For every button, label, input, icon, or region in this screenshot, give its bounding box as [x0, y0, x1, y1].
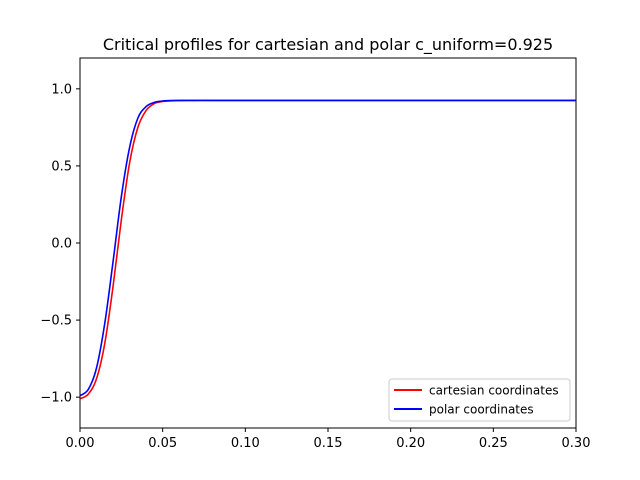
legend-label-polar: polar coordinates [429, 403, 534, 417]
legend-label-cartesian: cartesian coordinates [429, 384, 559, 398]
x-tick-label: 0.05 [148, 436, 177, 451]
x-tick-label: 0.20 [396, 436, 425, 451]
x-tick-label: 0.30 [562, 436, 591, 451]
chart-title: Critical profiles for cartesian and pola… [103, 35, 553, 55]
y-tick-label: −1.0 [40, 391, 72, 406]
x-tick-label: 0.25 [479, 436, 508, 451]
y-tick-label: 0.0 [51, 237, 72, 252]
x-tick-label: 0.10 [231, 436, 260, 451]
series-line-polar [79, 99, 576, 397]
x-tick-label: 0.00 [66, 436, 95, 451]
y-tick-label: 1.0 [51, 82, 72, 97]
y-tick-label: −0.5 [40, 314, 72, 329]
x-axis: 0.00 0.05 0.10 0.15 0.20 0.25 0.30 [66, 428, 591, 451]
x-tick-label: 0.15 [314, 436, 343, 451]
legend-box [388, 378, 571, 422]
series-layer [79, 99, 576, 400]
axes-background [80, 58, 576, 428]
y-axis: −1.0 −0.5 0.0 0.5 1.0 [40, 82, 80, 406]
legend: cartesian coordinates polar coordinates [388, 378, 571, 422]
plot-area [79, 57, 577, 429]
y-tick-label: 0.5 [51, 159, 72, 174]
